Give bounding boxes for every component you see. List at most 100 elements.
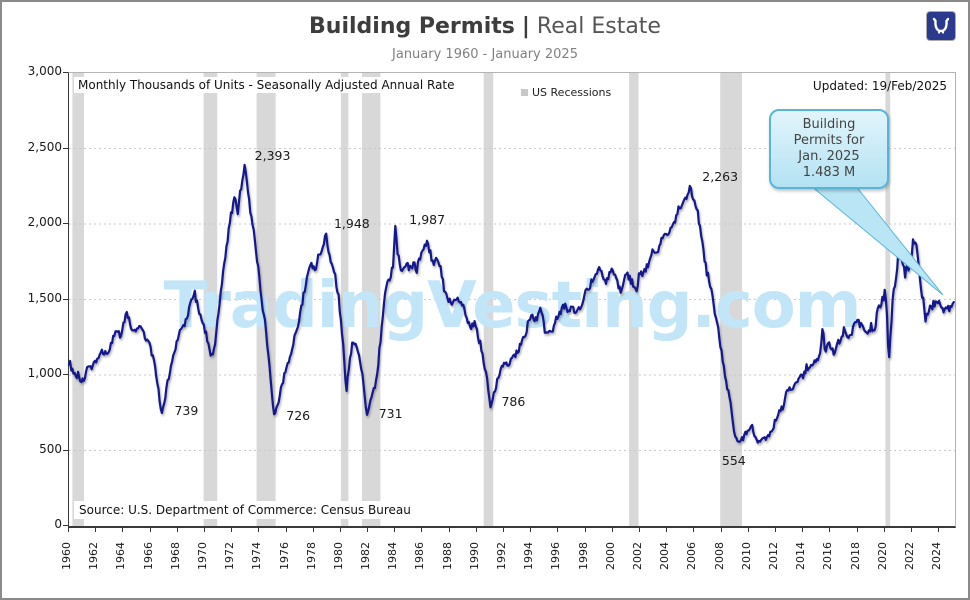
x-tick-mark xyxy=(693,527,695,532)
recession-band xyxy=(720,73,742,526)
x-tick-label: 2024 xyxy=(930,542,944,570)
recession-band xyxy=(256,73,276,526)
x-tick-label: 1960 xyxy=(60,542,73,570)
y-tick-label: 0 xyxy=(54,517,62,531)
x-tick-mark xyxy=(720,527,722,532)
x-tick-label: 2010 xyxy=(739,542,753,570)
x-tick-label: 2004 xyxy=(658,542,672,570)
callout-line-1: Building xyxy=(802,117,856,132)
y-tick-mark xyxy=(63,223,68,224)
recession-legend-label: US Recessions xyxy=(532,86,612,99)
x-tick-mark xyxy=(312,527,314,532)
x-tick-label: 2016 xyxy=(821,542,835,570)
x-tick-label: 1990 xyxy=(467,542,481,570)
y-tick-mark xyxy=(63,374,68,375)
y-tick-label: 2,000 xyxy=(27,215,62,229)
x-tick-label: 1992 xyxy=(495,542,509,570)
x-tick-mark xyxy=(231,527,233,532)
x-tick-label: 1980 xyxy=(331,542,345,570)
y-tick-mark xyxy=(63,525,68,526)
x-tick-label: 2012 xyxy=(766,542,780,570)
x-tick-mark xyxy=(829,527,831,532)
x-tick-label: 2008 xyxy=(712,542,726,570)
units-label: Monthly Thousands of Units - Seasonally … xyxy=(74,77,459,93)
annotation-label: 1,948 xyxy=(333,215,370,231)
x-tick-label: 1968 xyxy=(168,542,182,570)
x-tick-mark xyxy=(802,527,804,532)
x-tick-label: 1986 xyxy=(413,542,427,570)
x-tick-mark xyxy=(666,527,668,532)
x-tick-mark xyxy=(421,527,423,532)
x-tick-mark xyxy=(856,527,858,532)
y-tick-label: 3,000 xyxy=(27,64,62,78)
x-tick-label: 2014 xyxy=(794,542,808,570)
x-tick-mark xyxy=(774,527,776,532)
x-tick-label: 2022 xyxy=(902,542,916,570)
x-tick-label: 2006 xyxy=(685,542,699,570)
x-tick-label: 1962 xyxy=(87,542,101,570)
annotation-label: 2,393 xyxy=(254,147,291,163)
x-tick-mark xyxy=(584,527,586,532)
x-tick-mark xyxy=(95,527,97,532)
title-main: Building Permits xyxy=(309,14,515,39)
recession-band xyxy=(72,73,84,526)
x-tick-mark xyxy=(367,527,369,532)
x-tick-label: 1974 xyxy=(250,542,264,570)
annotation-label: 726 xyxy=(286,408,311,424)
callout-line-4: 1.483 M xyxy=(802,165,856,180)
x-tick-label: 2002 xyxy=(630,542,644,570)
x-tick-label: 2020 xyxy=(875,542,889,570)
x-tick-label: 1972 xyxy=(223,542,237,570)
x-tick-mark xyxy=(938,527,940,532)
x-tick-mark xyxy=(394,527,396,532)
title-separator: | xyxy=(521,14,530,39)
annotation-label: 731 xyxy=(378,405,403,421)
x-tick-mark xyxy=(747,527,749,532)
x-tick-mark xyxy=(176,527,178,532)
page-title: Building Permits | Real Estate xyxy=(2,14,968,39)
recession-legend-swatch-icon xyxy=(521,89,528,96)
date-range-subtitle: January 1960 - January 2025 xyxy=(392,47,578,62)
y-tick-label: 500 xyxy=(39,441,62,456)
x-tick-mark xyxy=(503,527,505,532)
x-tick-mark xyxy=(285,527,287,532)
x-tick-mark xyxy=(557,527,559,532)
bull-icon xyxy=(932,17,950,34)
x-tick-mark xyxy=(258,527,260,532)
x-tick-mark xyxy=(475,527,477,532)
watermark-text: TradingVesting.com xyxy=(163,269,862,343)
recession-band xyxy=(483,73,494,526)
x-tick-label: 2018 xyxy=(848,542,862,570)
x-tick-label: 1984 xyxy=(386,542,400,570)
y-tick-mark xyxy=(63,298,68,300)
y-tick-label: 1,500 xyxy=(27,290,62,305)
annotation-label: 786 xyxy=(501,394,526,410)
x-tick-label: 1994 xyxy=(522,542,536,570)
latest-value-callout: Building Permits for Jan. 2025 1.483 M xyxy=(769,109,889,189)
x-tick-mark xyxy=(611,527,613,532)
annotation-label: 739 xyxy=(174,403,199,419)
x-tick-mark xyxy=(910,527,912,532)
x-tick-label: 1998 xyxy=(576,542,590,570)
x-tick-label: 1964 xyxy=(114,542,128,570)
legend: US Recessions xyxy=(521,86,611,99)
recession-band xyxy=(629,73,639,526)
x-tick-label: 2000 xyxy=(603,542,617,570)
brand-bull-logo-icon xyxy=(926,11,956,41)
callout-line-2: Permits for xyxy=(793,133,865,148)
title-category: Real Estate xyxy=(536,14,661,39)
annotation-label: 1,987 xyxy=(409,211,446,227)
permits-line-series xyxy=(67,163,955,444)
x-tick-label: 1976 xyxy=(277,542,291,570)
updated-date-label: Updated: 19/Feb/2025 xyxy=(812,79,947,93)
x-tick-mark xyxy=(339,527,341,532)
x-tick-label: 1988 xyxy=(440,542,454,570)
x-tick-label: 1978 xyxy=(304,542,318,570)
plot-area: TradingVesting.com Monthly Thousands of … xyxy=(67,72,956,528)
x-tick-label: 1982 xyxy=(359,542,373,570)
y-tick-mark xyxy=(63,449,68,451)
x-tick-mark xyxy=(448,527,450,532)
annotation-label: 2,263 xyxy=(702,169,739,185)
x-tick-mark xyxy=(149,527,151,532)
